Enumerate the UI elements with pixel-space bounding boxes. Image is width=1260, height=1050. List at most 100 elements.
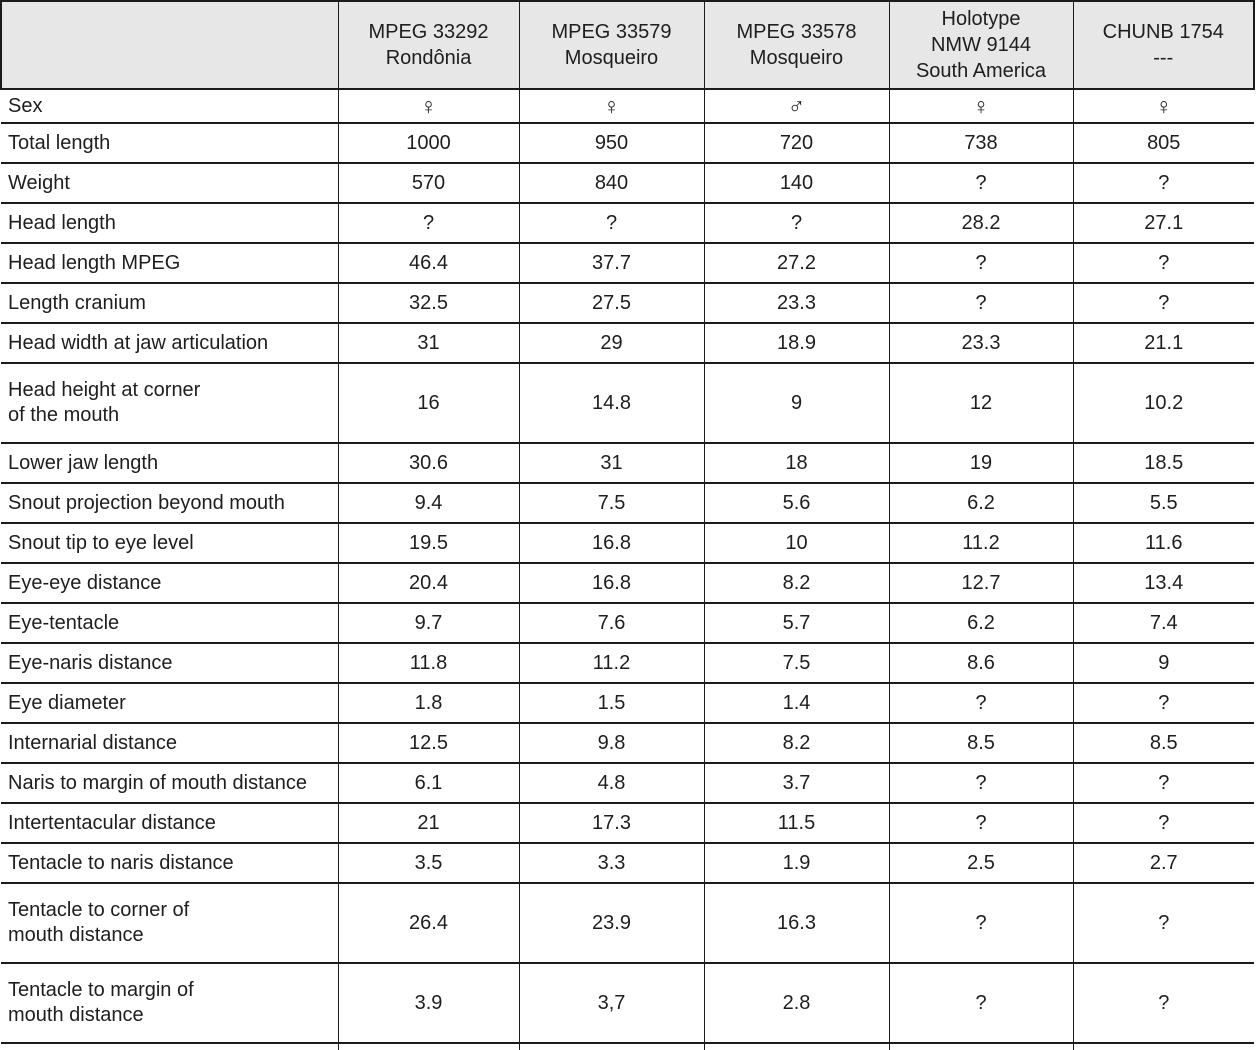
value-cell: ?	[1072, 762, 1254, 804]
header-row: MPEG 33292 Rondônia MPEG 33579 Mosqueiro M…	[0, 0, 1255, 90]
value-cell: 1.4	[703, 682, 890, 724]
table-row: Lower jaw length 30.6 31 18 19 18.5	[1, 442, 1254, 484]
value-cell: 16.3	[703, 882, 890, 964]
table-row: Snout projection beyond mouth 9.4 7.5 5.6 6.…	[1, 482, 1254, 524]
sex-value-cell: ♀	[518, 88, 705, 124]
value-cell: 12.5	[337, 722, 520, 764]
value-cell: 26.4	[337, 882, 520, 964]
row-label: Eye-eye distance	[1, 562, 339, 604]
value-cell: 6.2	[888, 602, 1074, 644]
value-cell: 5.6	[703, 482, 890, 524]
partial-cell	[518, 1042, 705, 1050]
value-cell: 840	[518, 162, 705, 204]
partial-cell	[703, 1042, 890, 1050]
value-cell: 720	[703, 122, 890, 164]
table-body: Sex ♀ ♀ ♂ ♀ ♀ Total length 1000 950 720 738 805 Weig…	[1, 88, 1254, 1050]
value-cell: 1000	[337, 122, 520, 164]
value-cell: 27.1	[1072, 202, 1254, 244]
table-row: Internarial distance 12.5 9.8 8.2 8.5 8.5	[1, 722, 1254, 764]
value-cell: ?	[888, 882, 1074, 964]
row-label: Snout tip to eye level	[1, 522, 339, 564]
row-label: Lower jaw length	[1, 442, 339, 484]
column-header: MPEG 33579 Mosqueiro	[518, 0, 705, 90]
value-cell: 23.3	[703, 282, 890, 324]
column-header: CHUNB 1754 ---	[1072, 0, 1255, 90]
value-cell: 3.5	[337, 842, 520, 884]
value-cell: 10	[703, 522, 890, 564]
column-header: MPEG 33578 Mosqueiro	[703, 0, 890, 90]
value-cell: ?	[1072, 242, 1254, 284]
row-label: Intertentacular distance	[1, 802, 339, 844]
value-cell: 9	[1072, 642, 1254, 684]
table-row: Total length 1000 950 720 738 805	[1, 122, 1254, 164]
value-cell: 18.5	[1072, 442, 1254, 484]
table-row: Snout tip to eye level 19.5 16.8 10 11.2 11.6	[1, 522, 1254, 564]
value-cell: 11.8	[337, 642, 520, 684]
value-cell: 13.4	[1072, 562, 1254, 604]
partial-cell	[1072, 1042, 1254, 1050]
header-cell-empty	[0, 0, 339, 90]
table-header: MPEG 33292 Rondônia MPEG 33579 Mosqueiro M…	[0, 0, 1255, 90]
value-cell: 12.7	[888, 562, 1074, 604]
female-symbol-icon: ♀	[419, 93, 438, 120]
row-label: Total length	[1, 122, 339, 164]
value-cell: 23.9	[518, 882, 705, 964]
row-label: Head width at jaw articulation	[1, 322, 339, 364]
value-cell: 2.7	[1072, 842, 1254, 884]
value-cell: 7.5	[703, 642, 890, 684]
value-cell: 805	[1072, 122, 1254, 164]
value-cell: 31	[518, 442, 705, 484]
row-label: Naris to margin of mouth distance	[1, 762, 339, 804]
value-cell: 8.2	[703, 562, 890, 604]
value-cell: 7.6	[518, 602, 705, 644]
value-cell: 21.1	[1072, 322, 1254, 364]
value-cell: 7.5	[518, 482, 705, 524]
female-symbol-icon: ♀	[1155, 93, 1173, 120]
row-label: Length cranium	[1, 282, 339, 324]
sex-value-cell: ♀	[337, 88, 520, 124]
table-row: Head height at corner of the mouth 16 14.8…	[1, 362, 1254, 444]
row-label: Weight	[1, 162, 339, 204]
value-cell: 11.6	[1072, 522, 1254, 564]
value-cell: 27.5	[518, 282, 705, 324]
value-cell: 3.3	[518, 842, 705, 884]
table-row: Intertentacular distance 21 17.3 11.5??	[1, 802, 1254, 844]
value-cell: ?	[888, 682, 1074, 724]
value-cell: 950	[518, 122, 705, 164]
row-label: Head height at corner of the mouth	[1, 362, 339, 444]
row-label: Head length MPEG	[1, 242, 339, 284]
value-cell: 6.2	[888, 482, 1074, 524]
table-row: Eye-naris distance 11.8 11.2 7.5 8.6 9	[1, 642, 1254, 684]
value-cell: ?	[888, 162, 1074, 204]
sex-value-cell: ♀	[1072, 88, 1254, 124]
value-cell: 11.2	[888, 522, 1074, 564]
value-cell: 8.2	[703, 722, 890, 764]
value-cell: 16.8	[518, 562, 705, 604]
value-cell: ?	[1072, 962, 1254, 1044]
table-row: Sex ♀ ♀ ♂ ♀ ♀	[1, 88, 1254, 124]
female-symbol-icon: ♀	[602, 93, 621, 120]
value-cell: 31	[337, 322, 520, 364]
value-cell: 4.8	[518, 762, 705, 804]
value-cell: 738	[888, 122, 1074, 164]
value-cell: ?	[703, 202, 890, 244]
partial-cell	[337, 1042, 520, 1050]
value-cell: 46.4	[337, 242, 520, 284]
value-cell: 5.7	[703, 602, 890, 644]
value-cell: ?	[888, 962, 1074, 1044]
table-row: Eye-eye distance 20.4 16.8 8.2 12.7 13.4	[1, 562, 1254, 604]
value-cell: 8.5	[888, 722, 1074, 764]
value-cell: 18.9	[703, 322, 890, 364]
value-cell: 8.6	[888, 642, 1074, 684]
value-cell: 19	[888, 442, 1074, 484]
table-row: Tentacle to margin of mouth distance 3.9 3…	[1, 962, 1254, 1044]
row-label: Snout projection beyond mouth	[1, 482, 339, 524]
partial-cell	[1, 1042, 339, 1050]
row-label: Internarial distance	[1, 722, 339, 764]
value-cell: ?	[1072, 282, 1254, 324]
table-row: Eye diameter 1.8 1.5 1.4??	[1, 682, 1254, 724]
value-cell: 16.8	[518, 522, 705, 564]
partial-cell	[888, 1042, 1074, 1050]
value-cell: 19.5	[337, 522, 520, 564]
